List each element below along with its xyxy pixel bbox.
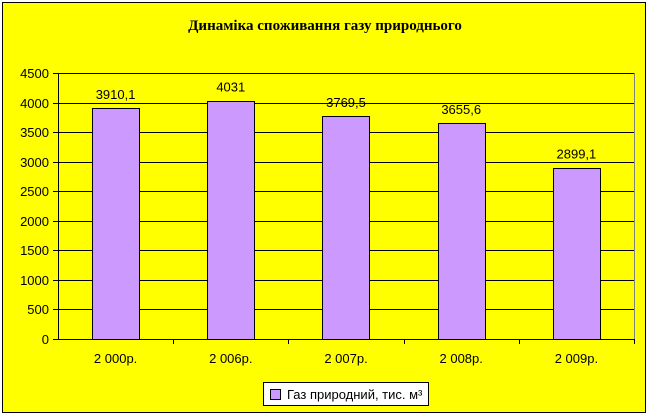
y-tick-label: 3500 bbox=[20, 125, 49, 140]
y-tick-label: 0 bbox=[42, 332, 49, 347]
data-label: 3655,6 bbox=[441, 102, 481, 117]
y-tick-labels: 0 500 1000 1500 2000 2500 3000 3500 4000 4500 bbox=[20, 66, 49, 347]
legend-label: Газ природний, тис. м³ bbox=[287, 386, 423, 402]
bar bbox=[553, 168, 601, 340]
y-tick-label: 1000 bbox=[20, 273, 49, 288]
x-tick-label: 2 000р. bbox=[94, 351, 137, 366]
data-labels: 3910,1 4031 3769,5 3655,6 2899,1 bbox=[96, 80, 597, 162]
y-tick-label: 3000 bbox=[20, 155, 49, 170]
chart-title: Динаміка споживання газу природнього bbox=[188, 18, 462, 34]
legend-swatch bbox=[270, 388, 281, 400]
y-tick-label: 1500 bbox=[20, 243, 49, 258]
x-tick-label: 2 009р. bbox=[555, 351, 598, 366]
x-tick-labels: 2 000р. 2 006р. 2 007р. 2 008р. 2 009р. bbox=[94, 351, 598, 366]
x-tick-label: 2 008р. bbox=[440, 351, 483, 366]
data-label: 3910,1 bbox=[96, 87, 136, 102]
y-tick-label: 500 bbox=[27, 302, 49, 317]
y-tick-label: 4500 bbox=[20, 66, 49, 81]
bar bbox=[438, 123, 486, 340]
bar bbox=[207, 101, 255, 340]
legend: Газ природний, тис. м³ bbox=[263, 382, 430, 406]
data-label: 4031 bbox=[216, 80, 245, 95]
bar bbox=[92, 108, 140, 340]
bars bbox=[92, 101, 601, 340]
bar bbox=[322, 116, 370, 340]
y-tick-label: 4000 bbox=[20, 96, 49, 111]
x-tick-label: 2 006р. bbox=[209, 351, 252, 366]
y-tick-label: 2000 bbox=[20, 214, 49, 229]
data-label: 3769,5 bbox=[326, 95, 366, 110]
x-tick-label: 2 007р. bbox=[324, 351, 367, 366]
y-tick-label: 2500 bbox=[20, 184, 49, 199]
data-label: 2899,1 bbox=[557, 147, 597, 162]
